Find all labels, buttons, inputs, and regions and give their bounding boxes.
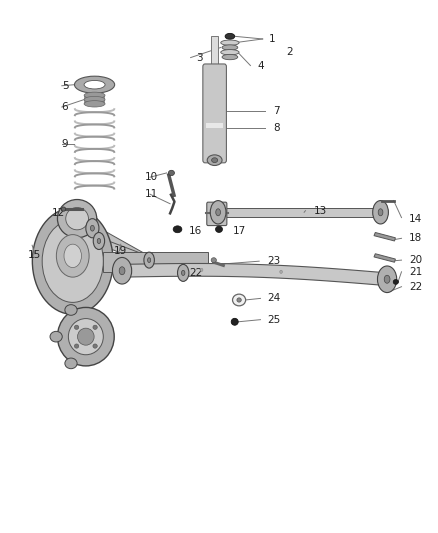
Ellipse shape (93, 325, 97, 329)
Ellipse shape (113, 257, 132, 284)
Ellipse shape (144, 252, 154, 268)
Ellipse shape (66, 207, 88, 230)
Bar (206, 123, 223, 128)
Ellipse shape (93, 232, 105, 249)
Text: 16: 16 (189, 227, 202, 237)
Ellipse shape (61, 207, 66, 211)
Ellipse shape (119, 266, 125, 274)
Ellipse shape (378, 209, 383, 216)
Ellipse shape (222, 54, 238, 60)
Text: 4: 4 (258, 61, 264, 70)
Ellipse shape (237, 298, 241, 302)
FancyBboxPatch shape (207, 202, 227, 225)
Ellipse shape (233, 294, 246, 306)
Ellipse shape (207, 155, 222, 165)
Ellipse shape (84, 92, 105, 99)
Ellipse shape (84, 80, 105, 89)
Ellipse shape (68, 319, 103, 355)
Text: 24: 24 (267, 293, 280, 303)
Bar (211, 36, 218, 67)
Text: 13: 13 (314, 206, 328, 216)
Text: 22: 22 (409, 282, 422, 292)
Ellipse shape (181, 270, 185, 276)
Ellipse shape (378, 266, 397, 293)
Ellipse shape (221, 40, 239, 45)
Ellipse shape (64, 244, 81, 268)
Text: 8: 8 (274, 123, 280, 133)
Ellipse shape (57, 199, 97, 238)
Text: 3: 3 (196, 53, 202, 62)
Ellipse shape (90, 225, 94, 231)
Ellipse shape (65, 358, 77, 369)
Ellipse shape (74, 325, 79, 329)
Ellipse shape (177, 264, 189, 281)
Text: 5: 5 (62, 81, 68, 91)
Text: 2: 2 (287, 47, 293, 56)
Bar (103, 252, 208, 272)
Text: 25: 25 (267, 314, 280, 325)
Text: 15: 15 (28, 250, 41, 260)
Ellipse shape (210, 200, 226, 224)
Polygon shape (374, 254, 396, 262)
Text: 1: 1 (269, 34, 276, 44)
Ellipse shape (74, 344, 79, 348)
Text: 7: 7 (274, 106, 280, 116)
Ellipse shape (216, 209, 220, 216)
Ellipse shape (225, 34, 235, 39)
Ellipse shape (86, 219, 99, 238)
Text: 21: 21 (409, 267, 422, 277)
Ellipse shape (200, 268, 203, 271)
Polygon shape (122, 263, 387, 286)
Ellipse shape (32, 208, 113, 314)
Text: 9: 9 (62, 139, 68, 149)
Ellipse shape (393, 279, 399, 284)
Ellipse shape (57, 308, 114, 366)
Text: 18: 18 (409, 233, 422, 244)
Polygon shape (91, 225, 150, 263)
Polygon shape (374, 232, 396, 241)
Ellipse shape (84, 101, 105, 107)
Ellipse shape (65, 305, 77, 316)
Text: 20: 20 (409, 255, 422, 265)
Ellipse shape (97, 238, 101, 244)
Ellipse shape (148, 258, 151, 263)
FancyBboxPatch shape (203, 64, 226, 163)
Ellipse shape (93, 344, 97, 348)
Text: 22: 22 (189, 268, 202, 278)
Ellipse shape (215, 226, 223, 232)
Text: 6: 6 (62, 102, 68, 112)
Ellipse shape (74, 76, 115, 93)
Ellipse shape (57, 235, 89, 277)
Text: 14: 14 (409, 214, 422, 224)
Ellipse shape (50, 332, 62, 342)
Ellipse shape (280, 270, 283, 273)
Ellipse shape (173, 226, 182, 233)
Ellipse shape (222, 45, 238, 50)
Text: 19: 19 (114, 246, 127, 255)
Ellipse shape (231, 318, 238, 325)
Ellipse shape (211, 258, 216, 263)
Ellipse shape (373, 200, 389, 224)
Ellipse shape (78, 328, 94, 345)
Polygon shape (226, 208, 381, 216)
Text: 11: 11 (145, 189, 158, 199)
Text: 12: 12 (52, 208, 65, 219)
Polygon shape (98, 238, 184, 276)
Text: 10: 10 (145, 172, 158, 182)
Text: 23: 23 (267, 256, 280, 266)
Ellipse shape (168, 170, 174, 175)
Ellipse shape (212, 158, 218, 163)
Bar (84, 95, 105, 104)
Ellipse shape (42, 220, 103, 302)
Ellipse shape (384, 275, 390, 283)
Text: 17: 17 (233, 226, 246, 236)
Ellipse shape (221, 50, 239, 55)
Ellipse shape (84, 96, 105, 103)
